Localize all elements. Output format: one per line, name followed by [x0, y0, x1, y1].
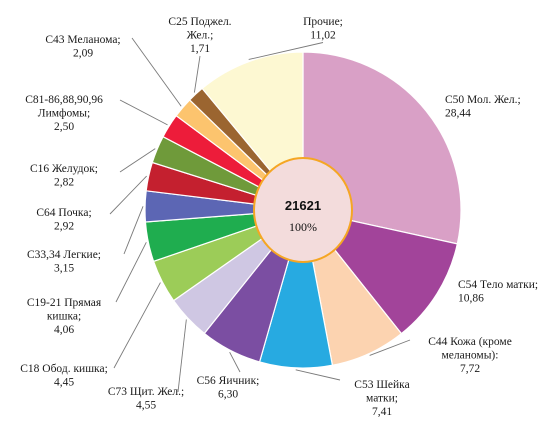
slice-label-1-line-0: C54 Тело матки; [458, 279, 538, 291]
slice-label-12-line-1: 2,09 [73, 48, 93, 60]
leader-line-4 [229, 351, 241, 373]
slice-label-13-line-1: Жел.; [187, 30, 214, 42]
center-label: 21621 100% [253, 157, 353, 263]
slice-label-10-line-0: C16 Желудок; [30, 163, 98, 175]
slice-label-4-line-1: 6,30 [218, 389, 238, 401]
slice-label-7-line-0: C19-21 Прямая [27, 297, 102, 309]
center-percent: 100% [289, 220, 317, 234]
slice-label-8: C33,34 Легкие; 3,15 [27, 249, 101, 275]
slice-label-2: C44 Кожа (кроме меланомы): 7,72 [428, 336, 512, 375]
slice-label-1-line-1: 10,86 [458, 293, 484, 305]
leader-lines [109, 37, 411, 393]
leader-line-13 [193, 55, 201, 93]
slice-label-11-line-0: C81-86,88,90,96 [25, 94, 103, 106]
leader-line-10 [119, 148, 156, 173]
leader-line-6 [113, 282, 161, 369]
slice-label-2-line-2: 7,72 [460, 363, 480, 375]
slice-label-8-line-1: 3,15 [54, 263, 74, 275]
slice-label-14-line-1: 11,02 [310, 30, 336, 42]
slice-label-4: C56 Яичник; 6,30 [197, 375, 260, 401]
slice-label-0-line-0: C50 Мол. Жел.; [445, 94, 521, 106]
slice-label-5: C73 Щит. Жел.; 4,55 [108, 386, 184, 412]
slice-label-3-line-1: матки; [366, 393, 398, 405]
slice-label-6-line-0: C18 Обод. кишка; [20, 363, 108, 375]
slice-label-14-line-0: Прочие; [303, 16, 343, 28]
leader-line-12 [131, 37, 182, 107]
slice-label-14: Прочие; 11,02 [303, 16, 343, 42]
slice-label-0-line-1: 28,44 [445, 108, 471, 120]
leader-line-9 [109, 175, 147, 215]
center-total: 21621 [285, 198, 321, 213]
leader-line-8 [123, 206, 144, 255]
slice-label-13-line-0: C25 Поджел. [168, 16, 231, 28]
slice-label-5-line-1: 4,55 [136, 400, 156, 412]
leader-line-11 [119, 99, 168, 126]
slice-label-3: C53 Шейка матки; 7,41 [354, 379, 409, 418]
leader-line-3 [295, 369, 341, 381]
slice-label-13: C25 Поджел. Жел.; 1,71 [168, 16, 231, 55]
slice-label-11-line-2: 2,50 [54, 121, 74, 133]
leader-line-2 [369, 339, 411, 356]
slice-label-8-line-0: C33,34 Легкие; [27, 249, 101, 261]
slice-label-11-line-1: Лимфомы; [38, 108, 90, 120]
center-ellipse [253, 157, 353, 263]
slice-label-6-line-1: 4,45 [54, 377, 74, 389]
leader-line-7 [115, 242, 147, 303]
slice-label-9: C64 Почка; 2,92 [36, 207, 91, 233]
slice-label-6: C18 Обод. кишка; 4,45 [20, 363, 108, 389]
slice-label-4-line-0: C56 Яичник; [197, 375, 260, 387]
slice-label-3-line-2: 7,41 [372, 406, 392, 418]
leader-line-14 [248, 42, 324, 60]
slice-label-9-line-1: 2,92 [54, 221, 74, 233]
slice-label-0: C50 Мол. Жел.; 28,44 [445, 94, 521, 120]
slice-label-12: C43 Меланома; 2,09 [45, 34, 120, 60]
slice-label-1: C54 Тело матки; 10,86 [458, 279, 538, 305]
slice-label-5-line-0: C73 Щит. Жел.; [108, 386, 184, 398]
slice-label-2-line-0: C44 Кожа (кроме [428, 336, 512, 348]
slice-label-13-line-2: 1,71 [190, 43, 210, 55]
slice-label-7-line-2: 4,06 [54, 324, 74, 336]
slice-label-11: C81-86,88,90,96 Лимфомы; 2,50 [25, 94, 103, 133]
slice-label-2-line-1: меланомы): [442, 350, 499, 362]
slice-label-7: C19-21 Прямая кишка; 4,06 [27, 297, 102, 336]
slice-label-3-line-0: C53 Шейка [354, 379, 409, 391]
slice-label-12-line-0: C43 Меланома; [45, 34, 120, 46]
slice-label-9-line-0: C64 Почка; [36, 207, 91, 219]
leader-line-5 [177, 319, 187, 393]
slice-label-10-line-1: 2,82 [54, 177, 74, 189]
slice-label-10: C16 Желудок; 2,82 [30, 163, 98, 189]
slice-label-7-line-1: кишка; [47, 311, 81, 323]
